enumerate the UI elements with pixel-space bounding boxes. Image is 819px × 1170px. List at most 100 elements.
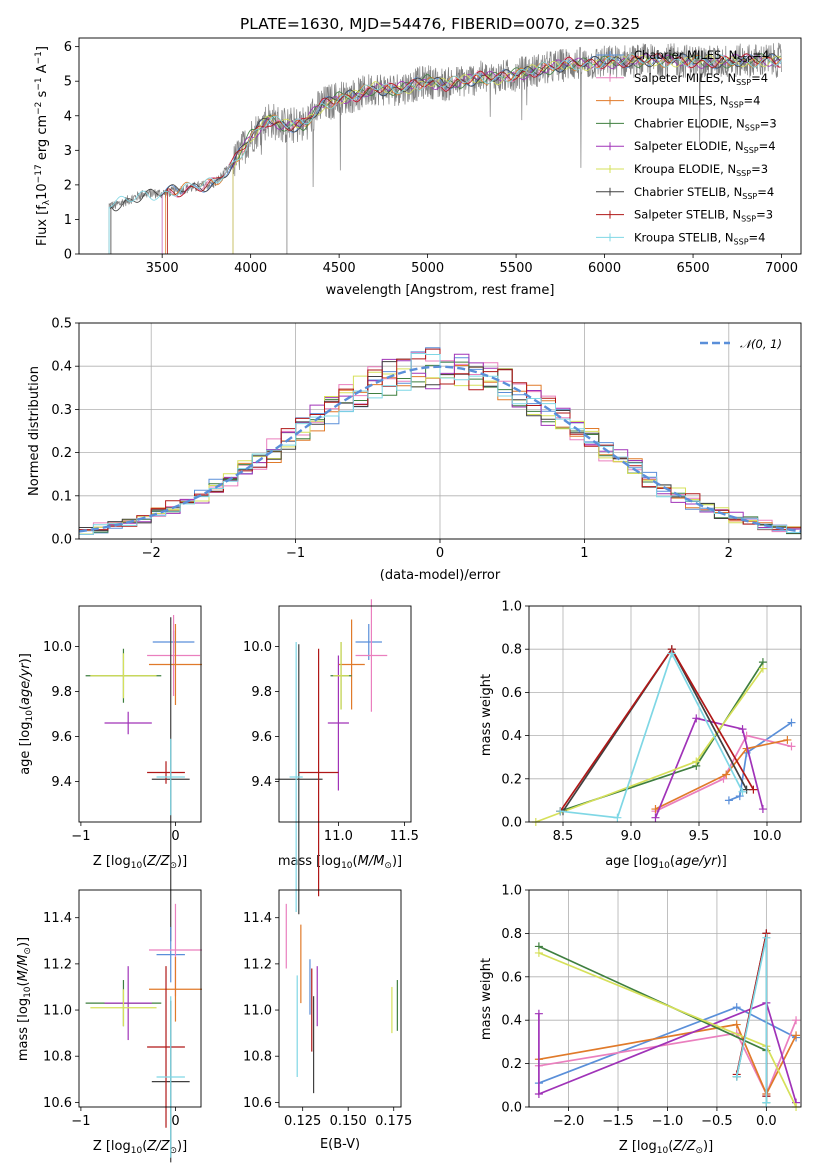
- x-tick-label: 6000: [588, 261, 621, 276]
- point-marker: [692, 714, 701, 723]
- z-mass-panel: mass [log10(M/M⊙)] Z [log10(Z/Z⊙)] −1 0 10…: [16, 889, 202, 1163]
- legend-label: Kroupa STELIB, NSSP=4: [634, 230, 765, 246]
- model-spectrum-6: [110, 53, 781, 254]
- mass-age-x-label: mass [log10(M/M⊙)]: [278, 854, 402, 871]
- z-mass-x-label: Z [log10(Z/Z⊙)]: [93, 1139, 187, 1156]
- point-marker: [762, 1098, 771, 1107]
- y-tick-label: 0.0: [501, 1101, 522, 1116]
- point-marker: [724, 796, 733, 805]
- plot-frame: [528, 889, 802, 1108]
- y-tick-label: 0.6: [501, 970, 522, 985]
- point-marker: [732, 1020, 741, 1029]
- point-marker: [792, 1031, 801, 1040]
- x-tick-label: 6500: [677, 261, 710, 276]
- x-tick-label: −1.5: [602, 1114, 634, 1129]
- x-tick-label: 0.175: [375, 1114, 412, 1129]
- y-tick-label: 11.0: [243, 1004, 272, 1019]
- plot-frame: [278, 605, 412, 823]
- ebv-mass-panel: E(B-V) 0.125 0.150 0.175 10.6 10.8 11.0 11.2 11…: [243, 889, 412, 1152]
- y-tick-label: 9.4: [251, 775, 272, 790]
- model-spectrum-4: [232, 53, 781, 254]
- x-tick-label: 8.5: [553, 829, 574, 844]
- mass-weight-line-7: [559, 647, 755, 812]
- point-marker: [762, 933, 771, 942]
- z-mass-y-label: mass [log10(M/M⊙)]: [16, 937, 33, 1061]
- y-tick-label: 0.0: [51, 533, 72, 548]
- point-marker: [667, 649, 676, 658]
- legend-label: Salpeter STELIB, NSSP=3: [634, 208, 773, 224]
- point-marker: [742, 785, 751, 794]
- model-spectrum-8: [108, 53, 782, 254]
- z-massweight-panel: mass weight Z [log10(Z/Z⊙)] −2.0 −1.5 −1.0…: [479, 884, 802, 1156]
- y-tick-label: 0.6: [501, 686, 522, 701]
- mass-age-panel: mass [log10(M/M⊙)] 11.0 11.5 9.4 9.6 9.8 10.0: [243, 599, 419, 915]
- z-massweight-y-label: mass weight: [479, 958, 494, 1040]
- point-marker: [722, 770, 731, 779]
- legend-label: 𝒩(0, 1): [740, 337, 782, 351]
- y-tick-label: 10.8: [43, 1050, 72, 1065]
- x-tick-label: −0.5: [701, 1114, 733, 1129]
- x-tick-label: 0.0: [756, 1114, 777, 1129]
- mass-weight-line-8: [560, 651, 744, 819]
- x-tick-label: −1.0: [652, 1114, 684, 1129]
- z-age-x-label: Z [log10(Z/Z⊙)]: [93, 854, 187, 871]
- y-tick-label: 6: [64, 40, 72, 55]
- x-tick-label: −1: [71, 829, 90, 844]
- legend-label: Chabrier STELIB, NSSP=4: [634, 185, 774, 201]
- data-spectrum: [108, 42, 782, 254]
- point-marker: [534, 948, 543, 957]
- chart-title: PLATE=1630, MJD=54476, FIBERID=0070, z=0…: [240, 15, 640, 33]
- point-marker: [738, 787, 747, 796]
- y-tick-label: 0.1: [51, 489, 72, 504]
- x-tick-label: 4000: [234, 261, 267, 276]
- x-tick-label: 2: [725, 546, 733, 561]
- x-tick-label: 4500: [323, 261, 356, 276]
- point-marker: [783, 735, 792, 744]
- legend-label: Salpeter MILES, NSSP=4: [634, 71, 768, 87]
- legend-label: Chabrier ELODIE, NSSP=3: [634, 116, 777, 132]
- y-tick-label: 1: [64, 213, 72, 228]
- y-tick-label: 5: [64, 75, 72, 90]
- plot-frame: [278, 889, 402, 1108]
- y-tick-label: 0.4: [501, 1014, 522, 1029]
- y-tick-label: 0.5: [51, 317, 72, 332]
- point-marker: [613, 813, 622, 822]
- y-tick-label: 4: [64, 109, 72, 124]
- x-tick-label: 11.5: [390, 829, 419, 844]
- point-marker: [792, 1016, 801, 1025]
- point-marker: [787, 718, 796, 727]
- age-massweight-y-label: mass weight: [479, 674, 494, 756]
- y-tick-label: 1.0: [501, 884, 522, 899]
- point-marker: [534, 1009, 543, 1018]
- mass-weight-line-2: [538, 1023, 797, 1097]
- z-age-y-label: age [log10(age/yr)]: [18, 653, 35, 775]
- y-tick-label: 10.0: [43, 640, 72, 655]
- y-tick-label: 2: [64, 178, 72, 193]
- x-tick-label: 5500: [500, 261, 533, 276]
- histogram-x-label: (data-model)/error: [380, 568, 501, 583]
- point-marker: [787, 742, 796, 751]
- y-tick-label: 9.8: [251, 685, 272, 700]
- mass-weight-line-1: [538, 1019, 797, 1097]
- residual-histogram-panel: (data-model)/error Normed distribution −…: [27, 317, 802, 583]
- x-tick-label: 0.150: [330, 1114, 367, 1129]
- y-tick-label: 9.8: [51, 685, 72, 700]
- x-tick-label: 7000: [765, 261, 798, 276]
- spectrum-x-label: wavelength [Angstrom, rest frame]: [326, 283, 555, 298]
- point-marker: [735, 792, 744, 801]
- mass-weight-line-4: [538, 1001, 797, 1103]
- point-marker: [556, 807, 565, 816]
- y-tick-label: 11.2: [243, 957, 272, 972]
- x-tick-label: −1: [71, 1114, 90, 1129]
- x-tick-label: 9.5: [689, 829, 710, 844]
- legend-label: Kroupa ELODIE, NSSP=3: [634, 162, 768, 178]
- point-marker: [692, 757, 701, 766]
- legend-label: Chabrier MILES, NSSP=4: [634, 48, 769, 64]
- point-marker: [758, 805, 767, 814]
- point-marker: [534, 1089, 543, 1098]
- x-tick-label: 5000: [411, 261, 444, 276]
- age-massweight-x-label: age [log10(age/yr)]: [605, 854, 727, 871]
- y-tick-label: 10.6: [243, 1096, 272, 1111]
- y-tick-label: 9.6: [51, 730, 72, 745]
